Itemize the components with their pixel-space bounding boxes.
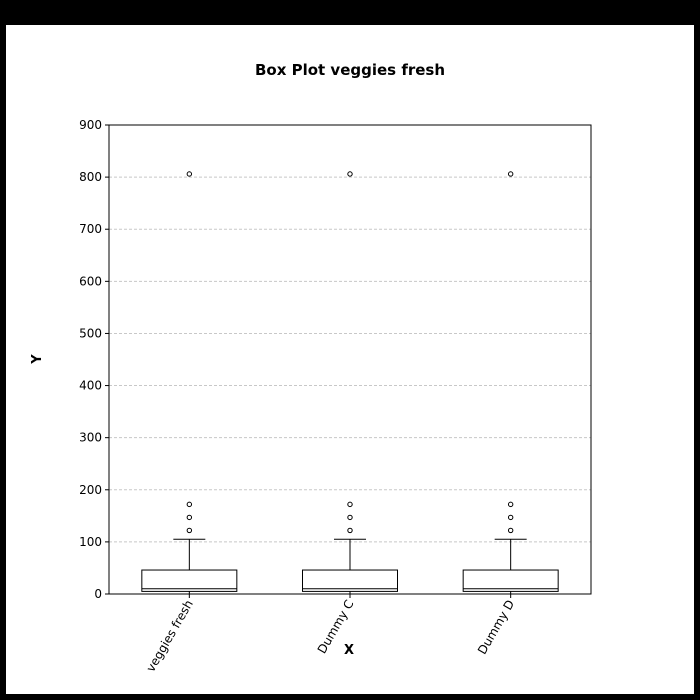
outlier-point-2 [186, 501, 193, 508]
chart-title: Box Plot veggies fresh [255, 61, 445, 79]
outlier-point-0 [507, 527, 514, 534]
x-tick-label-0: veggies fresh [143, 598, 195, 675]
box-iqr [141, 569, 238, 592]
outlier-point-3 [186, 171, 193, 177]
y-tick-label-100: 100 [79, 535, 102, 549]
outlier-point-3 [507, 171, 514, 177]
outlier-point-1 [347, 514, 353, 521]
y-axis-ticks: 0 100 200 300 400 500 600 700 800 900 [79, 118, 109, 601]
box-iqr [462, 569, 559, 592]
outlier-point-2 [347, 501, 353, 508]
box-series [141, 171, 559, 595]
grid-lines [109, 124, 591, 543]
y-tick-label-400: 400 [79, 379, 102, 393]
y-tick-label-900: 900 [79, 118, 102, 132]
y-tick-label-800: 800 [79, 170, 102, 184]
box-1 [302, 171, 398, 595]
box-iqr [302, 569, 398, 592]
x-axis-label: X [344, 643, 354, 658]
y-tick-label-600: 600 [79, 274, 102, 288]
outlier-point-2 [507, 501, 514, 508]
outlier-point-1 [186, 514, 193, 521]
x-tick-label-2: Dummy D [475, 598, 517, 657]
y-tick-label-0: 0 [94, 587, 102, 601]
outlier-point-0 [186, 527, 193, 534]
outlier-point-1 [507, 514, 514, 521]
y-tick-label-300: 300 [79, 431, 102, 445]
outlier-point-0 [347, 527, 353, 534]
box-0 [141, 171, 238, 595]
y-tick-label-500: 500 [79, 326, 102, 340]
outlier-point-3 [347, 171, 353, 177]
plot-area-frame [108, 124, 592, 595]
y-axis-label: Y [30, 354, 45, 365]
y-tick-label-200: 200 [79, 483, 102, 497]
x-axis-ticks: veggies fresh Dummy C Dummy D [143, 594, 517, 674]
box-2 [462, 171, 559, 595]
y-tick-label-700: 700 [79, 222, 102, 236]
